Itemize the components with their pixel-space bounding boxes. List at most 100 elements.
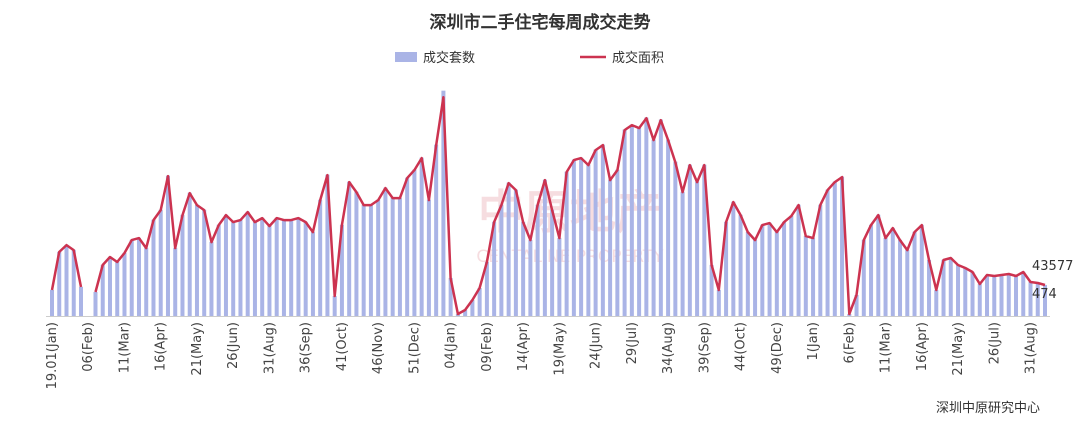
bar — [927, 259, 932, 316]
bar — [876, 214, 881, 316]
chart-title: 深圳市二手住宅每周成交走势 — [430, 12, 651, 33]
bar — [992, 275, 997, 316]
x-tick-label: 11(Mar) — [879, 322, 894, 373]
bar — [622, 129, 627, 316]
x-tick-label: 24(Jun) — [589, 322, 604, 369]
bar — [796, 204, 801, 316]
bar — [738, 214, 743, 316]
bar — [709, 264, 714, 316]
bar — [564, 171, 569, 316]
bar — [303, 221, 308, 316]
bar — [1035, 282, 1040, 316]
bar — [216, 224, 221, 316]
x-tick-label: 11(Mar) — [117, 322, 132, 373]
bar — [586, 164, 591, 316]
bar — [615, 169, 620, 316]
bar — [419, 157, 424, 316]
bar — [339, 224, 344, 316]
bar — [267, 225, 272, 316]
source-note: 深圳中原研究中心 — [936, 401, 1040, 416]
x-tick-label: 26(Jun) — [226, 322, 241, 369]
line-series — [50, 243, 83, 291]
bar — [811, 237, 816, 316]
bar — [223, 214, 228, 316]
x-tick-label: 29(Jul) — [625, 322, 640, 364]
bar — [680, 191, 685, 316]
bar — [426, 199, 431, 316]
bar — [579, 157, 584, 316]
bar — [840, 176, 845, 316]
bar — [202, 209, 207, 316]
bar — [695, 181, 700, 316]
bar — [774, 231, 779, 316]
bar — [209, 241, 214, 316]
x-tick-label: 04(Jan) — [444, 322, 459, 369]
bar — [64, 244, 69, 316]
bar — [528, 239, 533, 316]
bar — [173, 247, 178, 316]
bar — [332, 295, 337, 316]
bar — [571, 159, 576, 316]
x-tick-label: 31(Aug) — [1024, 322, 1039, 374]
legend-label: 成交套数 — [423, 50, 475, 66]
bar — [260, 217, 265, 316]
bar — [492, 221, 497, 316]
x-tick-label: 1(Jan) — [806, 322, 821, 360]
bar — [963, 267, 968, 316]
x-tick-label: 09(Feb) — [480, 322, 495, 372]
x-tick-label: 34(Aug) — [661, 322, 676, 374]
bar — [390, 197, 395, 316]
legend-label: 成交面积 — [612, 50, 664, 66]
bar — [1028, 281, 1033, 316]
x-tick-label: 19(May) — [552, 322, 567, 376]
bar — [310, 231, 315, 316]
bar — [956, 264, 961, 316]
x-tick-label: 06(Feb) — [81, 322, 96, 372]
x-tick-label: 21(May) — [190, 322, 205, 376]
bar — [506, 182, 511, 316]
bar — [912, 231, 917, 316]
bar — [898, 239, 903, 316]
x-tick-label: 41(Oct) — [335, 322, 350, 371]
bar — [252, 221, 257, 316]
bar — [1006, 273, 1011, 316]
bar — [470, 299, 475, 316]
bar — [999, 274, 1004, 316]
bar — [245, 211, 250, 316]
bar — [325, 174, 330, 316]
bar — [231, 221, 236, 316]
bar — [144, 247, 149, 316]
bar — [136, 237, 141, 316]
bar — [405, 177, 410, 316]
bar — [1021, 271, 1026, 316]
bar — [78, 286, 83, 316]
bar — [238, 219, 243, 316]
bar — [499, 204, 504, 316]
x-tick-label: 14(Apr) — [516, 322, 531, 371]
bar — [832, 181, 837, 316]
x-tick-label: 36(Sep) — [299, 322, 314, 373]
bar — [521, 221, 526, 316]
bar — [347, 181, 352, 316]
bar — [608, 179, 613, 316]
bar — [789, 215, 794, 316]
x-tick-label: 46(Nov) — [371, 322, 386, 374]
bar — [107, 256, 112, 316]
bar — [368, 204, 373, 316]
value-label: 474 — [1032, 287, 1057, 302]
bar — [535, 204, 540, 316]
bar — [158, 209, 163, 316]
bar — [629, 124, 634, 316]
bar — [281, 219, 286, 316]
bar — [731, 201, 736, 316]
x-tick-label: 19.01(Jan) — [45, 322, 60, 389]
x-tick-label: 31(Aug) — [262, 322, 277, 374]
bar — [803, 235, 808, 316]
bar — [484, 261, 489, 316]
bar — [666, 139, 671, 316]
bar — [869, 224, 874, 316]
bar — [716, 289, 721, 316]
bar — [477, 287, 482, 316]
bar — [354, 191, 359, 316]
bar — [550, 209, 555, 316]
